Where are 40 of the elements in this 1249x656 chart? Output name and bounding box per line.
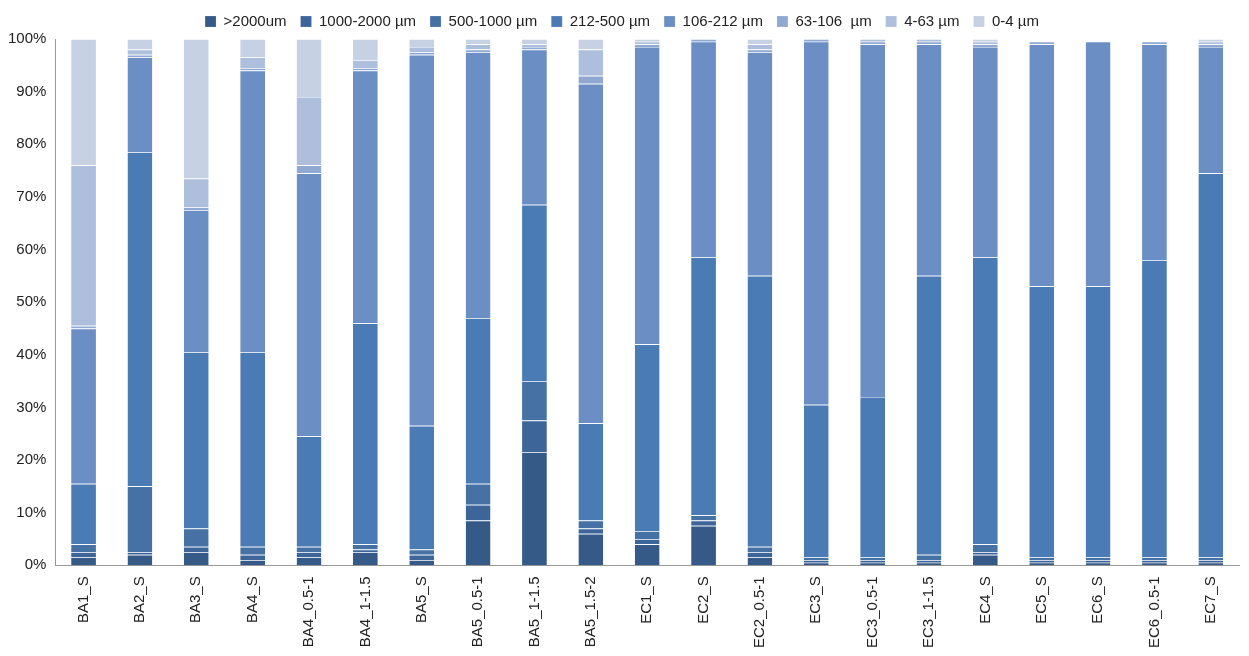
x-tick-label: EC6_0.5-1 <box>1144 576 1162 649</box>
x-tick-label: EC3_1-1.5 <box>919 576 937 649</box>
x-tick-label: BA4_1-1.5 <box>355 576 373 648</box>
legend-label: 106-212 µm <box>682 11 763 29</box>
y-tick-label: 80% <box>16 134 47 152</box>
x-tick-label: BA5_1.5-2 <box>580 576 598 648</box>
legend-label: 212-500 µm <box>569 11 651 29</box>
y-tick-label: 30% <box>16 397 47 415</box>
y-tick-label: 70% <box>16 187 47 205</box>
x-tick-label: EC3_S <box>806 576 824 624</box>
x-tick-label: BA5_S <box>411 576 429 623</box>
y-tick-label: 20% <box>16 450 47 468</box>
x-tick-label: BA5_1-1.5 <box>524 576 542 648</box>
legend-label: 63-106 µm <box>795 11 872 29</box>
y-tick-label: 0% <box>24 555 47 573</box>
x-tick-label: EC2_0.5-1 <box>750 576 768 649</box>
y-tick-label: 100% <box>7 29 47 47</box>
x-tick-label: BA3_S <box>186 576 204 623</box>
legend-label: 0-4 µm <box>991 11 1039 29</box>
x-tick-label: EC3_0.5-1 <box>862 576 880 649</box>
y-tick-label: 90% <box>16 81 47 99</box>
x-tick-label: EC4_S <box>975 576 993 624</box>
x-tick-label: EC2_S <box>693 576 711 624</box>
y-tick-label: 40% <box>16 344 47 362</box>
x-tick-label: EC7_S <box>1200 576 1218 624</box>
legend-label: 4-63 µm <box>904 11 960 29</box>
y-tick-label: 60% <box>16 239 47 257</box>
x-tick-label: EC1_S <box>637 576 655 624</box>
x-tick-label: EC6_S <box>1088 576 1106 624</box>
y-tick-label: 10% <box>16 502 47 520</box>
y-tick-label: 50% <box>16 292 47 310</box>
x-tick-label: BA4_0.5-1 <box>299 576 317 648</box>
legend-label: 500-1000 µm <box>448 11 538 29</box>
legend-label: >2000um <box>223 11 287 29</box>
x-tick-label: BA4_S <box>242 576 260 623</box>
x-tick-label: EC5_S <box>1031 576 1049 624</box>
x-tick-label: BA2_S <box>130 576 148 623</box>
x-tick-label: BA1_S <box>73 576 91 623</box>
x-tick-label: BA5_0.5-1 <box>468 576 486 648</box>
legend-label: 1000-2000 µm <box>319 11 417 29</box>
